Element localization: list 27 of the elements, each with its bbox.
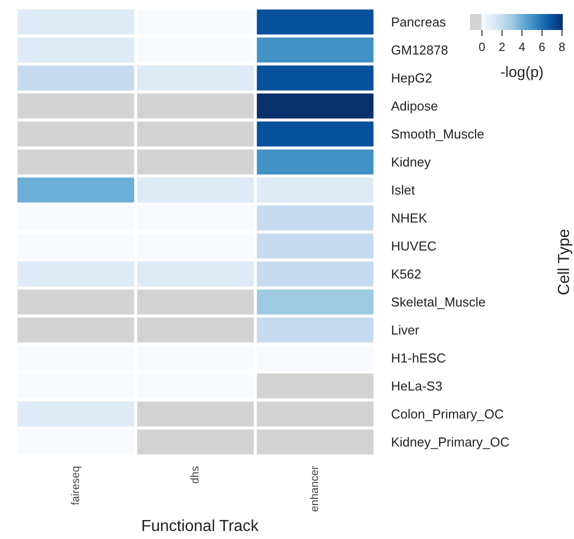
y-tick-label: Kidney_Primary_OC <box>391 434 510 450</box>
color-bar-label: 0 <box>478 40 486 54</box>
y-tick-label: Adipose <box>391 98 438 114</box>
y-tick-label: Smooth_Muscle <box>391 126 484 142</box>
color-bar-label: 2 <box>498 40 506 54</box>
y-tick-label: Colon_Primary_OC <box>391 406 504 422</box>
x-tick-label: faireseq <box>70 466 82 506</box>
x-tick-label: dhs <box>190 466 202 484</box>
y-tick-label: Kidney <box>391 154 432 170</box>
y-tick-label: HeLa-S3 <box>391 378 442 394</box>
y-tick-label: NHEK <box>391 210 428 226</box>
color-bar-label: 4 <box>518 40 526 54</box>
y-tick-label: HepG2 <box>391 70 432 86</box>
y-tick-label: K562 <box>391 266 422 282</box>
y-tick-label: Pancreas <box>391 14 446 30</box>
color-bar-label: 8 <box>558 40 566 54</box>
y-tick-label: GM12878 <box>391 42 448 58</box>
y-tick-label: Islet <box>391 182 416 198</box>
y-axis-title: Cell Type <box>556 228 574 296</box>
y-tick-label: Liver <box>391 322 420 338</box>
y-tick-label: H1-hESC <box>391 350 446 366</box>
y-tick-label: Skeletal_Muscle <box>391 294 486 310</box>
color-bar-label: 6 <box>538 40 546 54</box>
x-axis-title: Functional Track <box>140 518 260 536</box>
y-tick-label: HUVEC <box>391 238 437 254</box>
color-bar-title: -log(p) <box>500 64 544 81</box>
x-tick-label: enhancer <box>309 466 322 512</box>
